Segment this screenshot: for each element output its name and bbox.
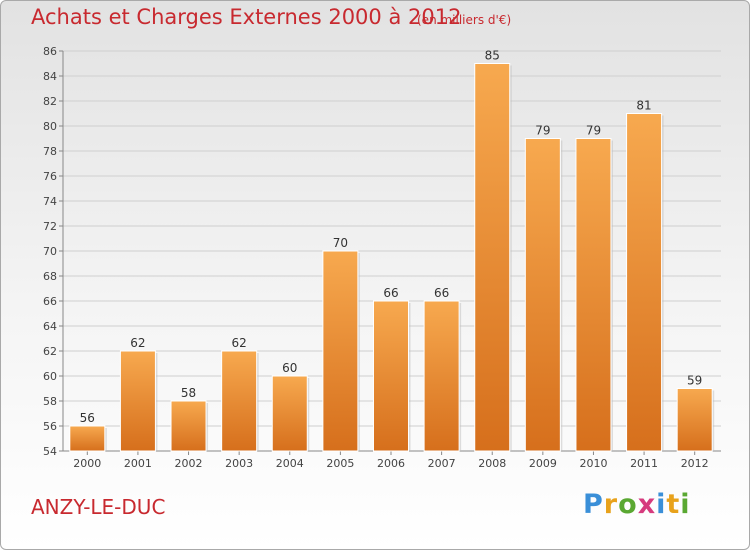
y-tick-label: 54 xyxy=(43,445,57,458)
logo-letter: t xyxy=(666,489,681,520)
bar xyxy=(271,375,308,452)
y-tick-label: 68 xyxy=(43,270,57,283)
data-labels: 56 62 58 62 60 70 66 66 85 79 79 81 59 xyxy=(80,49,703,426)
logo-letter: x xyxy=(637,489,657,520)
bar-value-label: 79 xyxy=(586,124,601,138)
bar-value-label: 60 xyxy=(282,361,297,375)
x-tick-label: 2000 xyxy=(73,457,101,470)
logo-letter: r xyxy=(603,489,619,520)
bar xyxy=(322,250,359,452)
chart-title: Achats et Charges Externes 2000 à 2012 xyxy=(31,5,462,29)
y-tick-label: 66 xyxy=(43,295,57,308)
x-tick-label: 2005 xyxy=(326,457,354,470)
x-tick-label: 2002 xyxy=(175,457,203,470)
y-tick-label: 82 xyxy=(43,95,57,108)
bar xyxy=(524,138,561,452)
x-tick-label: 2004 xyxy=(276,457,304,470)
bar-value-label: 56 xyxy=(80,411,95,425)
y-tick-label: 74 xyxy=(43,195,57,208)
x-tick-label: 2001 xyxy=(124,457,152,470)
bar-value-label: 66 xyxy=(383,286,398,300)
y-tick-label: 60 xyxy=(43,370,57,383)
bar-value-label: 85 xyxy=(485,49,500,63)
y-tick-label: 86 xyxy=(43,45,57,58)
bar xyxy=(626,113,663,452)
y-tick-label: 70 xyxy=(43,245,57,258)
commune-name: ANZY-LE-DUC xyxy=(31,495,166,519)
logo-letter: o xyxy=(618,489,638,520)
bar-value-label: 62 xyxy=(130,336,145,350)
y-tick-label: 62 xyxy=(43,345,57,358)
y-tick-label: 80 xyxy=(43,120,57,133)
y-tick-label: 84 xyxy=(43,70,57,83)
bar-value-label: 58 xyxy=(181,386,196,400)
logo-letter: i xyxy=(656,489,667,520)
x-tick-label: 2003 xyxy=(225,457,253,470)
bar-value-label: 70 xyxy=(333,236,348,250)
bar-value-label: 81 xyxy=(636,99,651,113)
bar-value-label: 66 xyxy=(434,286,449,300)
logo-letter: P xyxy=(583,489,604,520)
x-tick-label: 2011 xyxy=(630,457,658,470)
x-tick-label: 2006 xyxy=(377,457,405,470)
y-tick-label: 78 xyxy=(43,145,57,158)
bar xyxy=(221,350,258,452)
bar-value-label: 59 xyxy=(687,374,702,388)
bar xyxy=(676,388,713,452)
y-tick-label: 64 xyxy=(43,320,57,333)
proxiti-logo: Proxiti xyxy=(583,489,691,520)
x-tick-label: 2012 xyxy=(681,457,709,470)
y-tick-label: 76 xyxy=(43,170,57,183)
y-tick-label: 72 xyxy=(43,220,57,233)
x-tick-label: 2010 xyxy=(579,457,607,470)
chart-subtitle: (en milliers d'€) xyxy=(417,13,512,27)
bars xyxy=(69,63,715,452)
bar-value-label: 62 xyxy=(232,336,247,350)
bar-value-label: 79 xyxy=(535,124,550,138)
bar xyxy=(373,300,409,452)
bar xyxy=(575,138,612,452)
bar xyxy=(170,400,207,452)
logo-letter: i xyxy=(680,489,691,520)
bar xyxy=(474,63,511,452)
bar xyxy=(119,350,156,452)
bar xyxy=(423,300,460,452)
bar xyxy=(69,425,106,452)
x-tick-label: 2008 xyxy=(478,457,506,470)
x-tick-label: 2007 xyxy=(428,457,456,470)
y-tick-label: 58 xyxy=(43,395,57,408)
x-tick-label: 2009 xyxy=(529,457,557,470)
y-tick-label: 56 xyxy=(43,420,57,433)
